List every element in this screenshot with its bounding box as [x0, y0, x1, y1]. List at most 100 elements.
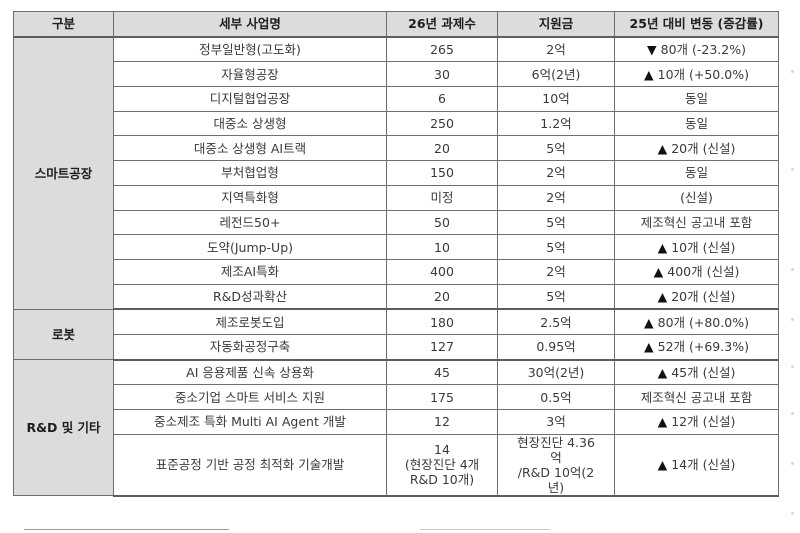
change-cell: ▲ 400개 (신설): [614, 258, 779, 285]
program-name-cell: 디지털협업공장: [113, 86, 387, 112]
change-cell: 동일: [614, 160, 779, 186]
change-text: 20개 (신설): [667, 140, 736, 156]
triangle-up-icon: ▲: [644, 66, 654, 82]
funding-line: 현장진단 4.36: [517, 434, 595, 450]
funding-cell: 0.95억: [497, 333, 615, 361]
budget-table: 구분 세부 사업명 26년 과제수 지원금 25년 대비 변동 (증감률) 스마…: [13, 10, 779, 497]
task-count-cell: 45: [386, 359, 498, 386]
change-text: 제조혁신 공고내 포함: [640, 389, 753, 405]
change-text: 400개 (신설): [663, 264, 740, 280]
edge-marks: [786, 0, 800, 533]
funding-line: 억: [550, 449, 562, 465]
program-name-cell: 부처협업형: [113, 160, 387, 186]
table-row: 자율형공장 30 6억(2년) ▲ 10개 (+50.0%): [14, 61, 779, 88]
task-count-cell: 400: [386, 258, 498, 285]
funding-cell: 5억: [497, 234, 615, 260]
category-cell: 스마트공장: [13, 36, 114, 310]
table-row: 제조AI특화 400 2억 ▲ 400개 (신설): [14, 258, 779, 285]
triangle-up-icon: ▲: [644, 339, 654, 355]
funding-cell: 5억: [497, 283, 615, 311]
task-count-line: 14: [434, 442, 450, 458]
change-text: 80개 (+80.0%): [653, 314, 749, 330]
program-name-cell: 정부일반형(고도화): [113, 36, 387, 63]
table-row: 중소제조 특화 Multi AI Agent 개발 12 3억 ▲ 12개 (신설): [14, 409, 779, 435]
funding-cell: 2억: [497, 184, 615, 211]
change-cell: ▲ 52개 (+69.3%): [614, 333, 779, 361]
task-count-cell: 14 (현장진단 4개 R&D 10개): [386, 433, 498, 497]
funding-cell: 2억: [497, 36, 615, 63]
funding-cell: 30억(2년): [497, 359, 615, 386]
header-category: 구분: [13, 10, 114, 38]
change-text: 제조혁신 공고내 포함: [640, 214, 753, 230]
task-count-cell: 10: [386, 234, 498, 260]
triangle-up-icon: ▲: [657, 288, 668, 304]
change-text: 동일: [684, 165, 708, 181]
change-text: 52개 (+69.3%): [653, 339, 749, 355]
program-name-cell: 제조AI특화: [113, 258, 387, 285]
program-name-cell: 표준공정 기반 공정 최적화 기술개발: [113, 433, 387, 497]
change-cell: ▲ 80개 (+80.0%): [614, 308, 779, 335]
table-row: 레전드50+ 50 5억 제조혁신 공고내 포함: [14, 209, 779, 236]
category-cell: 로봇: [13, 308, 114, 361]
task-count-line: R&D 10개): [409, 472, 475, 488]
task-count-cell: 미정: [386, 184, 498, 211]
change-text: 20개 (신설): [667, 288, 736, 304]
change-text: 12개 (신설): [667, 414, 736, 430]
triangle-up-icon: ▲: [657, 364, 668, 380]
funding-cell: 10억: [497, 86, 615, 112]
change-cell: ▲ 10개 (+50.0%): [614, 61, 779, 88]
program-name-cell: 지역특화형: [113, 184, 387, 211]
change-cell: ▲ 12개 (신설): [614, 409, 779, 435]
change-text: 10개 (+50.0%): [653, 66, 749, 82]
change-text: 동일: [684, 116, 708, 132]
program-name-cell: AI 응용제품 신속 상용화: [113, 359, 387, 386]
program-name-cell: 중소기업 스마트 서비스 지원: [113, 384, 387, 410]
change-cell: (신설): [614, 184, 779, 211]
program-name-cell: 중소제조 특화 Multi AI Agent 개발: [113, 409, 387, 435]
task-count-cell: 265: [386, 36, 498, 63]
change-cell: ▲ 20개 (신설): [614, 135, 779, 162]
program-name-cell: 제조로봇도입: [113, 308, 387, 335]
task-count-cell: 127: [386, 333, 498, 361]
table-row: 대중소 상생형 AI트랙 20 5억 ▲ 20개 (신설): [14, 135, 779, 162]
task-count-cell: 150: [386, 160, 498, 186]
header-program-name: 세부 사업명: [113, 10, 387, 38]
triangle-up-icon: ▲: [653, 264, 664, 280]
task-count-cell: 20: [386, 135, 498, 162]
task-count-cell: 250: [386, 110, 498, 137]
change-cell: 동일: [614, 86, 779, 112]
program-name-cell: 대중소 상생형 AI트랙: [113, 135, 387, 162]
table-row: 부처협업형 150 2억 동일: [14, 160, 779, 186]
change-text: 14개 (신설): [667, 457, 736, 473]
funding-cell: 5억: [497, 209, 615, 236]
task-count-cell: 50: [386, 209, 498, 236]
program-name-cell: R&D성과확산: [113, 283, 387, 311]
funding-cell: 5억: [497, 135, 615, 162]
funding-line: 년): [547, 479, 565, 495]
change-text: (신설): [680, 190, 713, 206]
table-row: 지역특화형 미정 2억 (신설): [14, 184, 779, 211]
footer-rule-right: [420, 529, 550, 530]
program-name-cell: 대중소 상생형: [113, 110, 387, 137]
program-name-cell: 도약(Jump-Up): [113, 234, 387, 260]
task-count-cell: 6: [386, 86, 498, 112]
table-row: 도약(Jump-Up) 10 5억 ▲ 10개 (신설): [14, 234, 779, 260]
table-row: 자동화공정구축 127 0.95억 ▲ 52개 (+69.3%): [14, 333, 779, 361]
change-cell: ▲ 10개 (신설): [614, 234, 779, 260]
triangle-up-icon: ▲: [644, 314, 654, 330]
table-row: 대중소 상생형 250 1.2억 동일: [14, 110, 779, 137]
footer-rule-left: [24, 529, 229, 530]
program-name-cell: 레전드50+: [113, 209, 387, 236]
triangle-up-icon: ▲: [657, 414, 668, 430]
triangle-down-icon: ▼: [647, 42, 657, 58]
funding-cell: 2억: [497, 258, 615, 285]
task-count-line: (현장진단 4개: [404, 457, 480, 473]
triangle-up-icon: ▲: [657, 140, 668, 156]
table-row: 스마트공장 정부일반형(고도화) 265 2억 ▼ 80개 (-23.2%): [13, 36, 779, 310]
change-cell: 동일: [614, 110, 779, 137]
category-cell: R&D 및 기타: [13, 359, 114, 497]
program-name-cell: 자동화공정구축: [113, 333, 387, 361]
task-count-cell: 20: [386, 283, 498, 311]
change-text: 10개 (신설): [667, 239, 736, 255]
task-count-cell: 30: [386, 61, 498, 88]
